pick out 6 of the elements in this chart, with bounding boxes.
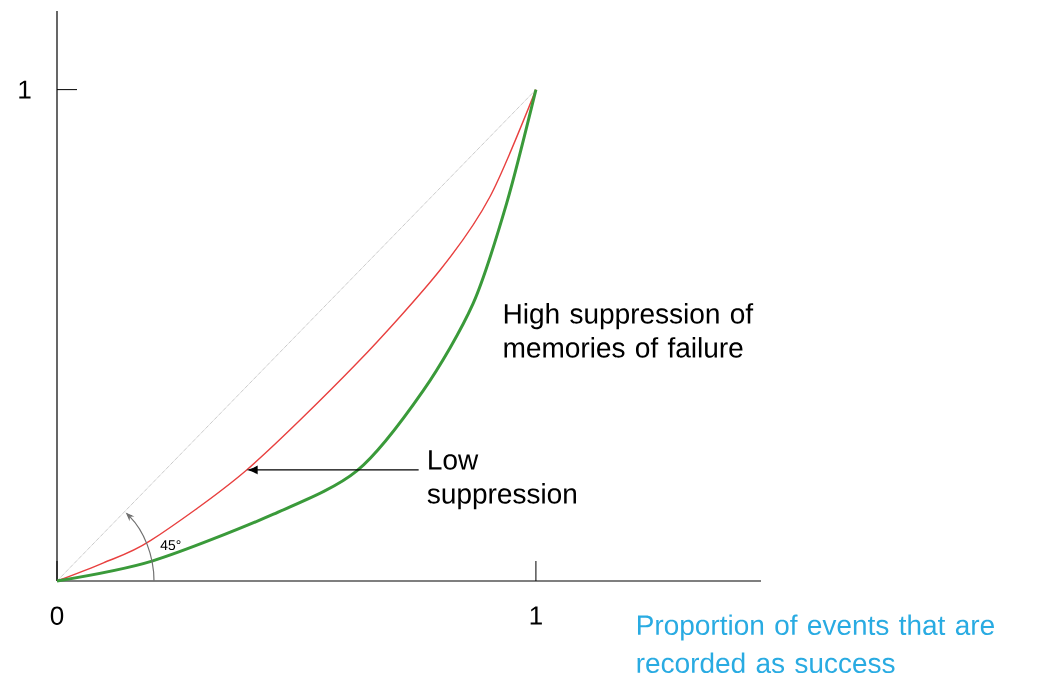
x-axis-title: Proportion of events that are recorded as success xyxy=(637,614,994,674)
x-tick-label: 0 xyxy=(50,606,64,625)
annotation: High suppression of memories of failure xyxy=(504,303,754,358)
annotation: 45° xyxy=(160,540,181,551)
annotation: Low suppression xyxy=(427,450,576,510)
text: 1 xyxy=(19,80,31,99)
